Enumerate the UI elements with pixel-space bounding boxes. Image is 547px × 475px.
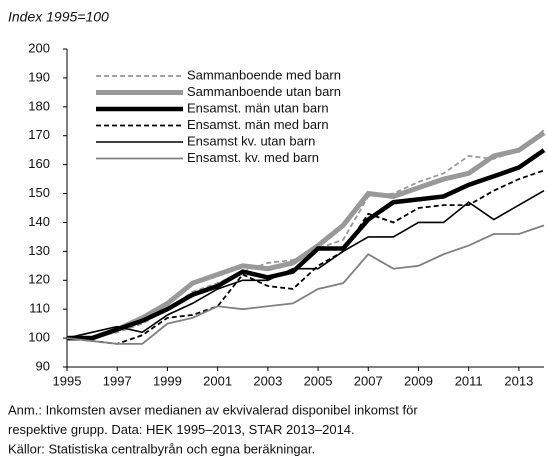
y-tick-label: 200 [28,40,50,55]
series-line [66,224,545,345]
x-tick-label: 2009 [404,373,433,388]
legend-label: Sammanboende med barn [187,67,341,82]
legend-label: Ensamst. män med barn [187,117,329,132]
series-line [67,130,546,341]
x-tick-label: 2007 [354,373,383,388]
x-tick-label: 2003 [253,373,282,388]
x-tick-label: 2011 [455,373,483,388]
y-tick-label: 170 [28,127,50,142]
y-tick-label: 180 [28,98,50,113]
x-tick-label: 2001 [203,373,232,388]
y-tick-label: 120 [28,272,50,287]
legend-label: Ensamst kv. utan barn [187,133,315,148]
y-tick-label: 150 [28,185,50,200]
series-line [66,189,545,339]
note: Källor: Statistiska centralbyrån och egn… [8,441,315,456]
x-tick-label: 1997 [103,373,132,388]
y-tick-label: 140 [28,214,50,229]
y-tick-label: 190 [28,69,50,84]
note: Anm.: Inkomsten avser medianen av ekviva… [8,402,418,417]
y-tick-label: 160 [28,156,50,171]
x-tick-label: 2005 [304,373,333,388]
legend-label: Ensamst. män utan barn [187,100,329,115]
x-tick-label: 2013 [504,373,533,388]
y-axis-label: Index 1995=100 [8,9,109,25]
legend-label: Ensamst. kv. med barn [187,150,319,165]
x-tick-label: 1999 [153,373,182,388]
series-line [67,148,546,341]
y-tick-label: 130 [28,243,50,258]
note: respektive grupp. Data: HEK 1995–2013, S… [8,422,355,437]
y-tick-label: 110 [29,301,50,316]
legend-label: Sammanboende utan barn [187,84,341,99]
y-tick-label: 100 [28,330,50,345]
y-tick-label: 90 [36,358,50,373]
x-tick-label: 1995 [53,373,82,388]
series-line [66,169,545,345]
